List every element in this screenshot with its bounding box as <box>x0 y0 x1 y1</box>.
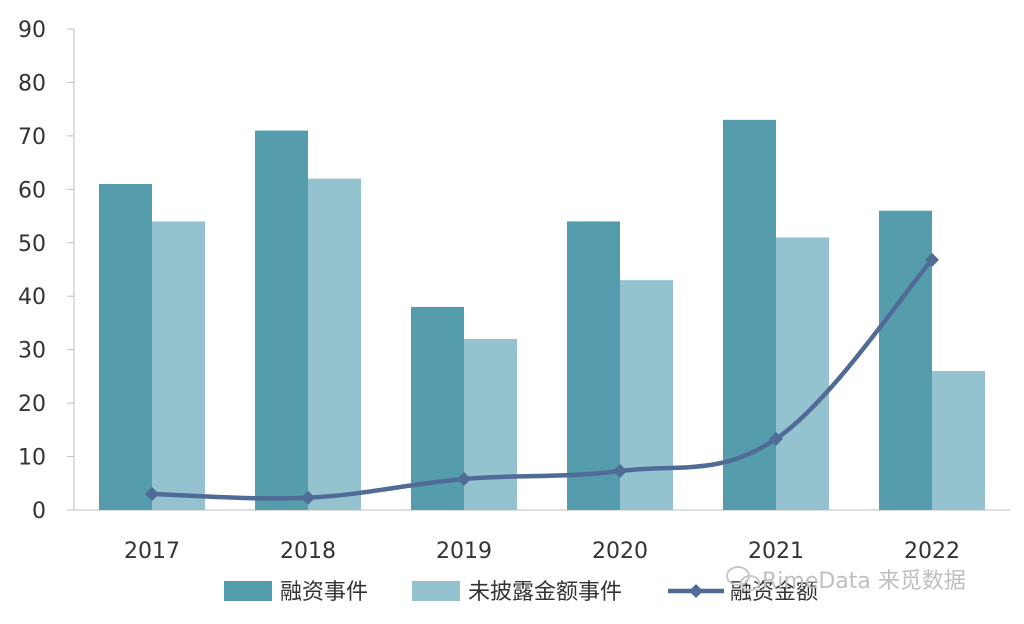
line-point <box>145 486 159 501</box>
y-tick-label: 20 <box>18 392 46 417</box>
legend-item-financing-events: 融资事件 <box>224 580 368 605</box>
legend: 融资事件 未披露金额事件 融资金额 <box>224 580 818 605</box>
x-tick-label: 2021 <box>748 539 804 564</box>
bars <box>99 119 985 511</box>
bar-undisclosed-amount-events <box>932 371 985 510</box>
line-point <box>613 463 627 478</box>
y-tick-label: 10 <box>18 446 46 471</box>
watermark: RimeData 来觅数据 <box>726 566 966 594</box>
line-series <box>145 252 939 505</box>
x-tick-label: 2017 <box>124 539 180 564</box>
bar-undisclosed-amount-events <box>152 221 205 510</box>
y-tick-label: 60 <box>18 178 46 203</box>
bar-undisclosed-amount-events <box>776 237 829 510</box>
x-tick-label: 2018 <box>280 539 336 564</box>
line-point <box>769 431 783 446</box>
y-axis: 0 10 20 30 40 50 60 70 80 90 <box>18 18 75 524</box>
bar-undisclosed-amount-events <box>620 280 673 510</box>
y-tick-label: 0 <box>32 499 46 524</box>
y-tick-label: 90 <box>18 18 46 43</box>
x-tick-label: 2020 <box>592 539 648 564</box>
bar-financing-events <box>99 183 152 510</box>
line-point <box>925 252 939 267</box>
y-tick-label: 70 <box>18 125 46 150</box>
wechat-icon <box>726 566 760 591</box>
bar-financing-events <box>567 221 620 510</box>
legend-swatch <box>224 581 272 601</box>
bar-undisclosed-amount-events <box>464 338 517 510</box>
bar-financing-events <box>411 306 464 510</box>
legend-item-undisclosed-amount-events: 未披露金额事件 <box>412 580 622 605</box>
x-axis: 2017 2018 2019 2020 2021 2022 <box>74 509 1010 564</box>
y-tick-label: 40 <box>18 285 46 310</box>
line-financing-amount <box>149 257 935 501</box>
y-tick-label: 50 <box>18 232 46 257</box>
legend-swatch <box>412 581 460 601</box>
bar-financing-events <box>879 210 932 510</box>
watermark-text: RimeData 来觅数据 <box>762 569 966 594</box>
bar-financing-events <box>255 130 308 511</box>
bar-undisclosed-amount-events <box>308 178 361 510</box>
y-tick-label: 30 <box>18 339 46 364</box>
y-tick-label: 80 <box>18 71 46 96</box>
line-point <box>301 490 315 505</box>
legend-label: 未披露金额事件 <box>468 580 622 605</box>
legend-marker <box>689 584 703 598</box>
x-tick-label: 2022 <box>904 539 960 564</box>
line-point <box>457 472 471 487</box>
legend-label: 融资事件 <box>280 580 368 605</box>
legend-item-financing-amount: 融资金额 <box>668 580 818 605</box>
x-tick-label: 2019 <box>436 539 492 564</box>
